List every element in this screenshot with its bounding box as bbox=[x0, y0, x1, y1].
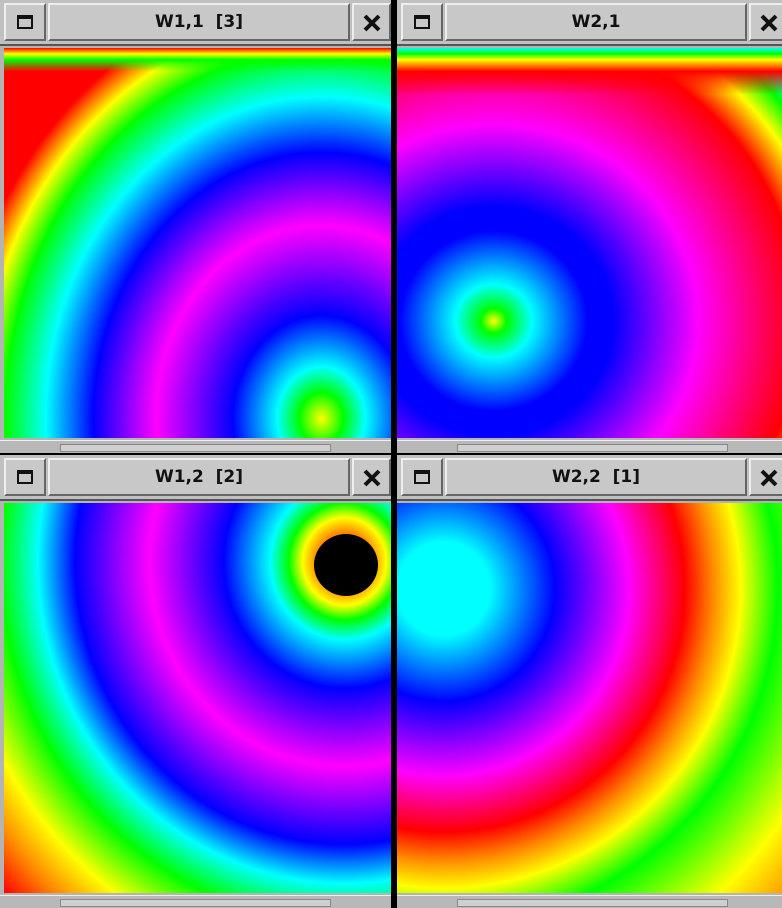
minimize-button[interactable] bbox=[4, 458, 46, 496]
close-icon bbox=[759, 468, 779, 488]
close-button[interactable] bbox=[749, 3, 782, 41]
scrollbar[interactable] bbox=[0, 895, 391, 908]
window-title: W2,2 [1] bbox=[445, 458, 747, 496]
window[interactable]: W2,2 [1] bbox=[397, 455, 782, 908]
window-title: W1,2 [2] bbox=[48, 458, 350, 496]
close-icon bbox=[362, 13, 382, 33]
desktop: {"windows": [{"title": "W1,1 [3]"}, {"ti… bbox=[0, 0, 782, 908]
color-field bbox=[397, 48, 782, 438]
window[interactable]: W2,1 bbox=[397, 0, 782, 453]
close-icon bbox=[362, 468, 382, 488]
color-field bbox=[4, 48, 391, 438]
title-bar[interactable]: W1,2 [2] bbox=[0, 455, 391, 501]
scrollbar[interactable] bbox=[0, 440, 391, 453]
scrollbar[interactable] bbox=[397, 440, 782, 453]
title-bar[interactable]: W1,1 [3] bbox=[0, 0, 391, 46]
minimize-button[interactable] bbox=[4, 3, 46, 41]
minimize-button[interactable] bbox=[401, 3, 443, 41]
title-bar[interactable]: W2,1 bbox=[397, 0, 782, 46]
color-field bbox=[397, 503, 782, 893]
window[interactable]: W1,1 [3] bbox=[0, 0, 391, 453]
title-bar[interactable]: W2,2 [1] bbox=[397, 455, 782, 501]
close-button[interactable] bbox=[749, 458, 782, 496]
window-title: W1,1 [3] bbox=[48, 3, 350, 41]
close-icon bbox=[759, 13, 779, 33]
minimize-button[interactable] bbox=[401, 458, 443, 496]
window-title: W2,1 bbox=[445, 3, 747, 41]
scrollbar[interactable] bbox=[397, 895, 782, 908]
close-button[interactable] bbox=[352, 3, 391, 41]
close-button[interactable] bbox=[352, 458, 391, 496]
obstacle bbox=[312, 533, 382, 601]
window[interactable]: W1,2 [2] bbox=[0, 455, 391, 908]
